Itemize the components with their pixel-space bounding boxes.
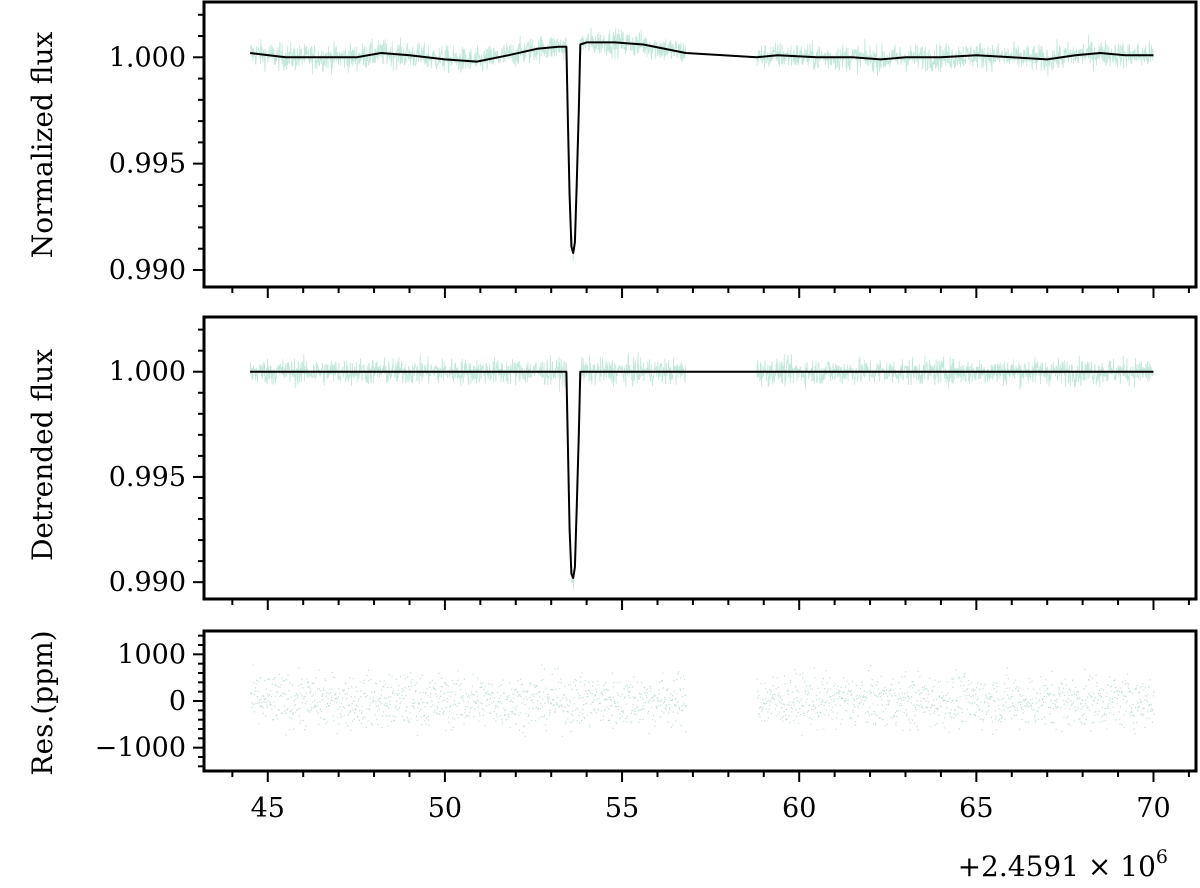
y-tick-label: 0.995 xyxy=(109,149,186,180)
y-tick-label: 0.990 xyxy=(109,255,186,286)
x-tick-label: 60 xyxy=(782,793,816,824)
model-line xyxy=(250,370,1154,579)
axes-frame xyxy=(202,0,1198,289)
y-tick-label: 0.995 xyxy=(109,462,186,493)
x-tick-label: 65 xyxy=(959,793,993,824)
x-offset-mantissa: +2.4591 × 10 xyxy=(958,850,1156,883)
plot-area xyxy=(250,664,1155,737)
detrended-flux-panel: 0.990 0.995 1.000 xyxy=(109,315,1198,610)
normalized-flux-panel: 0.990 0.995 1.000 xyxy=(109,0,1198,298)
flux-data-segment-1 xyxy=(756,353,1154,390)
normalized-flux-ylabel: Normalized flux xyxy=(26,32,59,259)
model-line xyxy=(249,41,1154,254)
y-tick-label: 1.000 xyxy=(109,42,186,73)
x-offset-exponent: 6 xyxy=(1156,846,1168,868)
y-tick-label: −1000 xyxy=(95,733,186,764)
y-tick-label: 1.000 xyxy=(109,357,186,388)
x-offset-label: +2.4591 × 106 xyxy=(958,846,1168,883)
y-tick-label: 1000 xyxy=(117,639,186,670)
flux-data-segment-1 xyxy=(756,35,1154,77)
detrended-flux-ylabel: Detrended flux xyxy=(26,349,59,561)
plot-area xyxy=(249,352,1154,590)
residuals-panel: −1000 0 1000 45 50 55 60 65 70 xyxy=(95,629,1198,824)
flux-data-segment-0 xyxy=(249,27,687,261)
flux-data-segment-0 xyxy=(249,352,687,590)
axes-frame xyxy=(202,315,1198,601)
residual-points-segment-0 xyxy=(250,664,687,737)
x-tick-label: 70 xyxy=(1136,793,1170,824)
axes-frame xyxy=(202,629,1198,773)
residual-points-segment-1 xyxy=(756,665,1155,736)
x-tick-label: 55 xyxy=(605,793,639,824)
plot-area xyxy=(249,27,1154,261)
residuals-ylabel: Res.(ppm) xyxy=(26,630,59,775)
x-tick-label: 50 xyxy=(428,793,462,824)
x-tick-label: 45 xyxy=(251,793,285,824)
y-tick-label: 0 xyxy=(169,686,186,717)
y-tick-label: 0.990 xyxy=(109,567,186,598)
